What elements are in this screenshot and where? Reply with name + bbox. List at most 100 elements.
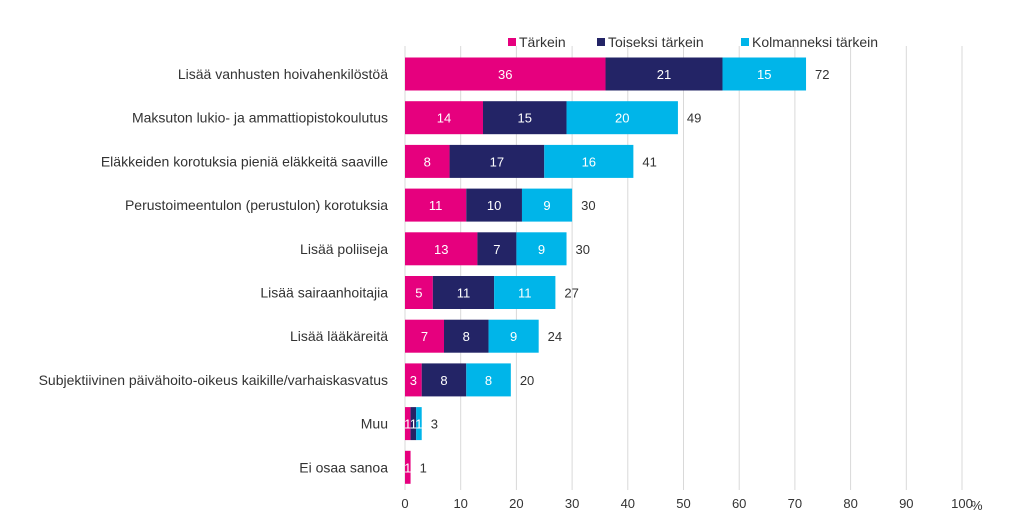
total-label: 24 [548, 329, 562, 344]
x-tick-label: 60 [732, 496, 746, 511]
x-tick-label: 70 [788, 496, 802, 511]
legend-label: Kolmanneksi tärkein [752, 34, 878, 50]
x-tick-label: 0 [401, 496, 408, 511]
category-label: Lisää sairaanhoitajia [260, 285, 388, 301]
total-label: 30 [581, 198, 595, 213]
data-label: 20 [615, 111, 629, 126]
category-label: Ei osaa sanoa [299, 459, 388, 475]
data-label: 7 [421, 329, 428, 344]
x-tick-label: 30 [565, 496, 579, 511]
bar-segment [421, 363, 467, 397]
x-tick-label: 20 [509, 496, 523, 511]
bar-segment [466, 363, 511, 397]
bar-segment [482, 101, 567, 135]
bar-segment [405, 101, 483, 135]
data-label: 17 [490, 154, 504, 169]
category-labels: Lisää vanhusten hoivahenkilöstöä Maksuton… [39, 66, 389, 475]
x-axis: 0 10 20 30 40 50 60 70 80 90 100% [401, 496, 983, 513]
bar-segment [405, 144, 450, 178]
data-label: 11 [518, 286, 532, 301]
data-label: 5 [415, 286, 422, 301]
bar-segment [466, 188, 522, 222]
data-label: 15 [518, 111, 532, 126]
bar-segment [605, 57, 723, 91]
category-label: Perustoimeentulon (perustulon) korotuksi… [125, 197, 388, 213]
bar-segment [566, 101, 678, 135]
category-label: Eläkkeiden korotuksia pieniä eläkkeitä s… [101, 153, 388, 169]
bar-segment [488, 319, 539, 353]
bar-segment [405, 319, 444, 353]
data-label: 11 [429, 198, 443, 213]
x-tick-label: 50 [676, 496, 690, 511]
bar-segment [443, 319, 489, 353]
category-label: Lisää poliiseja [300, 241, 388, 257]
data-label: 9 [538, 242, 545, 257]
category-label: Muu [361, 416, 388, 432]
x-tick-label: 100 [951, 496, 973, 511]
data-label: 8 [424, 154, 431, 169]
bar-segment [722, 57, 807, 91]
legend: Tärkein Toiseksi tärkein Kolmanneksi tärke… [508, 34, 878, 50]
legend-swatch [741, 38, 749, 46]
data-label: 10 [487, 198, 501, 213]
data-label: 14 [437, 111, 451, 126]
category-label: Lisää lääkäreitä [290, 328, 388, 344]
bar-segment [410, 407, 417, 441]
legend-label: Tärkein [519, 34, 566, 50]
total-label: 49 [687, 111, 701, 126]
total-label: 30 [576, 242, 590, 257]
legend-label: Toiseksi tärkein [608, 34, 704, 50]
data-label: 1 [404, 417, 411, 432]
total-label: 41 [642, 154, 656, 169]
total-label: 1 [420, 460, 427, 475]
bar-segment [521, 188, 573, 222]
data-label: 9 [543, 198, 550, 213]
category-label: Lisää vanhusten hoivahenkilöstöä [178, 66, 388, 82]
bar-segment [544, 144, 634, 178]
data-label: 8 [440, 373, 447, 388]
bar-segment [449, 144, 545, 178]
bar-segment [405, 450, 411, 484]
data-label: 8 [463, 329, 470, 344]
legend-swatch [597, 38, 605, 46]
category-label: Subjektiivinen päivähoito-oikeus kaikill… [39, 372, 388, 388]
bar-segment [494, 276, 556, 309]
data-label: 7 [493, 242, 500, 257]
bar-segment [405, 363, 422, 397]
data-label: 1 [410, 417, 417, 432]
bar-segment [405, 276, 433, 309]
data-label: 9 [510, 329, 517, 344]
x-tick-label: 10 [453, 496, 467, 511]
data-label: 15 [757, 67, 771, 82]
bar-segment [405, 188, 467, 222]
total-label: 3 [431, 417, 438, 432]
category-label: Maksuton lukio- ja ammattiopistokoulutus [132, 110, 388, 126]
bar-segment [405, 57, 606, 91]
bar-segment [477, 232, 517, 266]
data-label: 13 [434, 242, 448, 257]
data-label: 1 [404, 460, 411, 475]
bar-segment [516, 232, 567, 266]
total-label: 20 [520, 373, 534, 388]
total-label: 27 [564, 286, 578, 301]
data-label: 11 [457, 286, 471, 301]
x-tick-label: 40 [621, 496, 635, 511]
data-label: 36 [498, 67, 512, 82]
x-tick-label: 90 [899, 496, 913, 511]
x-tick-label: 80 [843, 496, 857, 511]
legend-swatch [508, 38, 516, 46]
x-axis-unit: % [971, 498, 983, 513]
data-label: 21 [657, 67, 671, 82]
data-label: 1 [415, 417, 422, 432]
bar-segment [405, 407, 411, 441]
data-label: 16 [582, 154, 596, 169]
bar-segment [405, 232, 478, 266]
bar-segment [432, 276, 495, 309]
total-label: 72 [815, 67, 829, 82]
data-label: 8 [485, 373, 492, 388]
bar-segment [416, 407, 422, 441]
data-label: 3 [410, 373, 417, 388]
